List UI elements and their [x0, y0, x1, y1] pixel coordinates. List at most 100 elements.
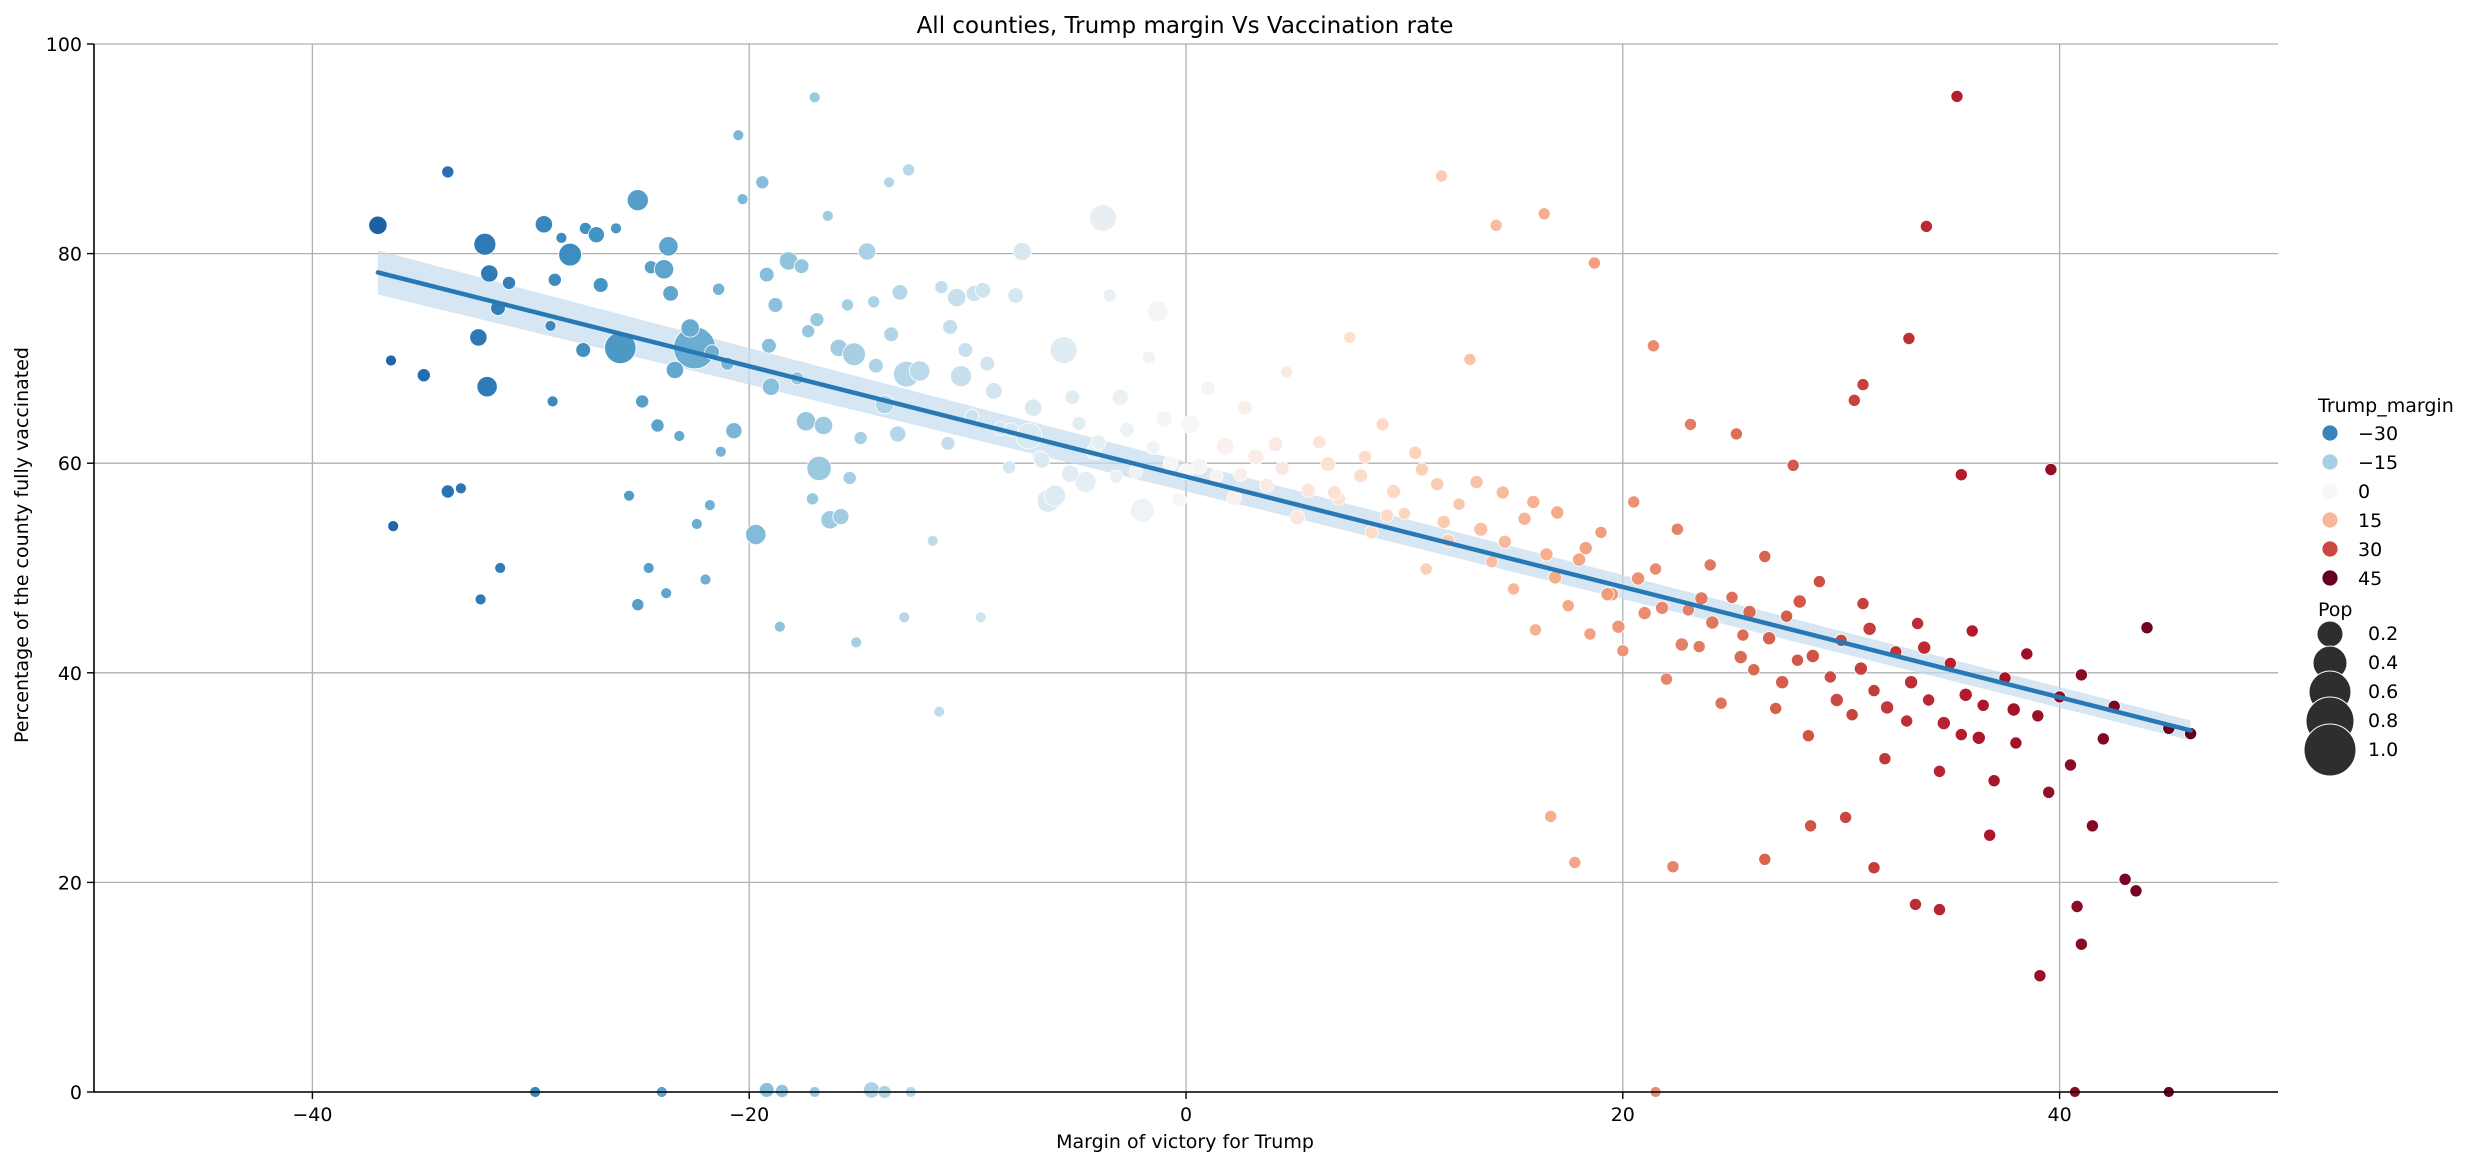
data-point	[1801, 729, 1815, 743]
x-tick-label: 40	[2048, 1104, 2072, 1126]
data-point	[1544, 809, 1558, 823]
data-point	[883, 176, 895, 189]
scatter-points	[368, 89, 2198, 1100]
data-point	[755, 175, 770, 190]
data-point	[1537, 207, 1551, 221]
data-point	[974, 282, 992, 299]
data-point	[469, 328, 488, 347]
data-point	[1436, 514, 1451, 529]
data-point	[610, 222, 622, 235]
chart-title: All counties, Trump margin Vs Vaccinatio…	[917, 13, 1454, 39]
data-point	[732, 129, 745, 142]
data-point	[1729, 427, 1743, 441]
data-point	[1670, 522, 1684, 536]
data-point	[1386, 484, 1401, 499]
data-point	[714, 445, 727, 458]
data-point	[662, 285, 679, 302]
data-point	[1485, 555, 1499, 569]
data-point	[673, 430, 686, 442]
data-point	[1289, 509, 1306, 526]
y-tick-label: 60	[58, 453, 82, 475]
data-point	[1594, 525, 1608, 539]
data-point	[1954, 728, 1968, 742]
data-point	[1714, 696, 1728, 710]
data-point	[947, 287, 967, 308]
data-point	[957, 342, 974, 358]
data-point	[1900, 714, 1914, 728]
data-point	[1660, 672, 1674, 686]
data-point	[842, 342, 866, 367]
data-point	[592, 277, 609, 293]
data-point	[546, 395, 559, 408]
data-point	[775, 1084, 790, 1099]
data-point	[653, 259, 675, 280]
data-point	[1829, 693, 1844, 708]
data-point	[1655, 600, 1670, 615]
data-point	[806, 455, 832, 481]
data-point	[1061, 464, 1080, 483]
data-point	[1936, 716, 1951, 731]
data-point	[631, 598, 645, 612]
data-point	[1435, 169, 1449, 183]
data-point	[2070, 900, 2084, 914]
data-point	[891, 284, 909, 301]
data-point	[863, 1081, 881, 1099]
data-point	[2033, 969, 2047, 983]
data-point	[974, 611, 987, 624]
legend-hue-label: −30	[2358, 423, 2398, 445]
data-point	[1769, 701, 1783, 715]
data-point	[1200, 380, 1216, 397]
y-tick-label: 0	[70, 1082, 82, 1104]
data-point	[1267, 436, 1284, 453]
y-tick-label: 40	[58, 663, 82, 685]
data-point	[1119, 421, 1135, 438]
legend-hue-label: 45	[2358, 568, 2382, 590]
data-point	[1408, 445, 1423, 460]
legend-hue-marker	[2321, 569, 2339, 587]
data-point	[1226, 489, 1242, 506]
data-point	[1375, 417, 1390, 432]
data-point	[1649, 562, 1663, 576]
x-tick-label: 20	[1611, 1104, 1635, 1126]
data-point	[642, 562, 655, 574]
data-point	[544, 319, 557, 332]
data-point	[1247, 448, 1265, 466]
data-point	[2140, 621, 2154, 635]
data-point	[1631, 571, 1646, 586]
data-point	[1089, 204, 1117, 232]
data-point	[2044, 462, 2058, 476]
data-point	[387, 520, 400, 532]
legend-size-label: 1.0	[2368, 739, 2398, 761]
data-point	[555, 231, 568, 244]
data-point	[1452, 497, 1466, 511]
data-point	[501, 275, 516, 290]
data-point	[2118, 872, 2132, 886]
data-point	[1430, 477, 1445, 492]
data-point	[793, 258, 810, 275]
data-point	[1705, 615, 1720, 630]
data-point	[1856, 378, 1870, 392]
data-point	[1071, 415, 1087, 431]
data-point	[1353, 468, 1369, 484]
data-point	[761, 337, 777, 354]
data-point	[1758, 852, 1772, 866]
data-point	[1904, 675, 1919, 690]
data-point	[454, 482, 467, 495]
data-point	[1965, 624, 1979, 638]
data-point	[1172, 492, 1187, 508]
data-point	[940, 435, 956, 451]
data-point	[587, 226, 605, 244]
legend-hue-label: 30	[2358, 539, 2382, 561]
data-point	[1280, 365, 1294, 379]
data-point	[440, 484, 455, 499]
legend-size-title: Pop	[2318, 599, 2352, 621]
data-point	[1600, 587, 1615, 602]
legend-size-label: 0.8	[2368, 710, 2398, 732]
data-point	[1109, 469, 1124, 484]
data-point	[1847, 393, 1861, 407]
data-point	[2063, 758, 2077, 772]
data-point	[547, 272, 562, 287]
data-point	[1845, 708, 1859, 722]
data-point	[1033, 451, 1051, 469]
data-point	[1911, 617, 1925, 631]
